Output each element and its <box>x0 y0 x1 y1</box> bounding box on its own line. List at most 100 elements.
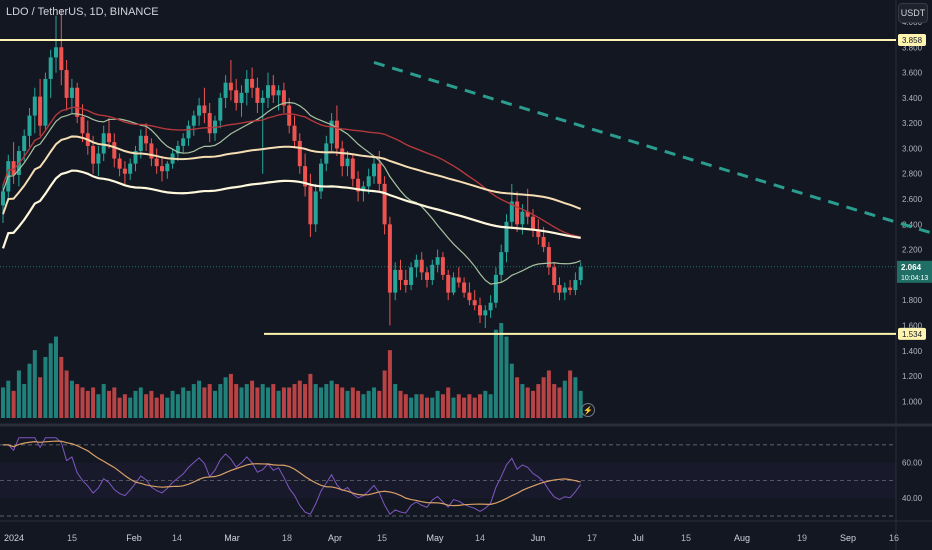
candle-body <box>80 116 85 134</box>
volume-bar <box>138 387 143 418</box>
volume-bar <box>276 390 281 418</box>
candle-body <box>440 257 445 275</box>
volume-bar <box>387 350 392 418</box>
candle-body <box>387 224 392 293</box>
candle-body <box>101 133 106 154</box>
ma-long2-line <box>1 169 581 249</box>
flash-icon[interactable]: ⚡ <box>581 403 595 417</box>
volume-bar <box>266 387 270 418</box>
rsi-line <box>3 437 582 515</box>
candle-body <box>48 57 53 79</box>
candle-body <box>287 105 292 126</box>
volume-bar <box>223 377 228 418</box>
candle-body <box>228 82 233 91</box>
candle-body <box>1 191 5 206</box>
volume-bar <box>531 390 535 418</box>
price-tick-label: 3.000 <box>902 144 923 153</box>
volume-bar <box>117 397 122 418</box>
volume-bar <box>281 387 286 418</box>
candle-body <box>202 105 207 114</box>
volume-bar <box>435 390 440 418</box>
volume-bar <box>515 377 520 418</box>
volume-bar <box>382 370 387 418</box>
time-tick-label: 15 <box>67 533 77 543</box>
candle-body <box>191 115 196 126</box>
candle-body <box>27 115 32 136</box>
candle-body <box>128 163 133 174</box>
price-tick-label: 1.000 <box>902 397 923 406</box>
candle-body <box>483 310 488 316</box>
volume-bar <box>557 387 562 418</box>
price-tick-label: 1.200 <box>902 372 923 381</box>
candles-group <box>1 9 583 329</box>
candle-body <box>297 140 302 167</box>
candle-body <box>340 148 345 167</box>
volume-bar <box>244 384 249 418</box>
time-tick-label: 15 <box>377 533 387 543</box>
candle-body <box>356 178 361 192</box>
volume-bar <box>329 380 334 418</box>
volume-bar <box>546 370 551 418</box>
volume-bar <box>499 323 504 418</box>
price-tick-label: 2.600 <box>902 195 923 204</box>
volume-bar <box>191 384 196 418</box>
time-tick-label: 14 <box>172 533 182 543</box>
volume-bar <box>552 384 557 418</box>
price-tick-label: 2.200 <box>902 246 923 255</box>
volume-bar <box>488 394 493 418</box>
candle-body <box>207 113 212 134</box>
volume-bar <box>356 390 361 418</box>
candle-body <box>509 201 514 222</box>
candle-body <box>122 168 127 174</box>
candle-body <box>499 252 504 275</box>
candle-body <box>260 97 265 103</box>
level-label: 3.858 <box>902 36 923 45</box>
volume-bar <box>361 394 366 418</box>
candle-body <box>250 78 255 88</box>
candle-body <box>546 247 551 268</box>
volume-bar <box>128 397 133 418</box>
volume-bar <box>197 380 202 418</box>
candle-body <box>218 97 223 121</box>
volume-bar <box>234 384 239 418</box>
last-price-label: 2.064 <box>901 263 922 272</box>
volume-bar <box>403 394 408 418</box>
volume-bar <box>6 380 11 418</box>
time-tick-label: 18 <box>282 533 292 543</box>
price-tick-label: 1.400 <box>902 347 923 356</box>
volume-bar <box>64 370 69 418</box>
volume-bar <box>32 350 37 418</box>
volume-bar <box>504 336 509 418</box>
currency-unit-button[interactable]: USDT <box>898 3 928 23</box>
rsi-ma-line <box>3 440 581 507</box>
volume-bar <box>366 390 371 418</box>
volume-bar <box>303 384 308 418</box>
candle-body <box>350 158 355 179</box>
volume-bar <box>525 387 530 418</box>
volume-bar <box>419 394 424 418</box>
price-tick-label: 3.200 <box>902 119 923 128</box>
volume-bar <box>536 384 541 418</box>
volume-bar <box>324 384 329 418</box>
volume-bar <box>297 380 302 418</box>
volume-bar <box>562 380 567 418</box>
volume-bar <box>483 390 488 418</box>
candle-body <box>38 96 43 126</box>
candle-body <box>382 183 387 225</box>
candle-body <box>377 163 382 184</box>
volume-bar <box>170 390 175 418</box>
volume-bar <box>271 384 276 418</box>
candle-body <box>515 201 520 225</box>
candle-body <box>22 135 27 151</box>
level-label-bg <box>898 33 926 46</box>
candle-body <box>117 158 122 169</box>
volume-bar <box>107 390 111 418</box>
candle-body <box>319 163 323 192</box>
time-tick-label: Aug <box>734 533 750 543</box>
volume-bar <box>122 394 127 418</box>
volume-bar <box>165 397 170 418</box>
volume-bar <box>59 356 64 418</box>
rsi-tick-label: 60.00 <box>902 459 923 468</box>
rsi-tick-label: 40.00 <box>902 494 923 503</box>
